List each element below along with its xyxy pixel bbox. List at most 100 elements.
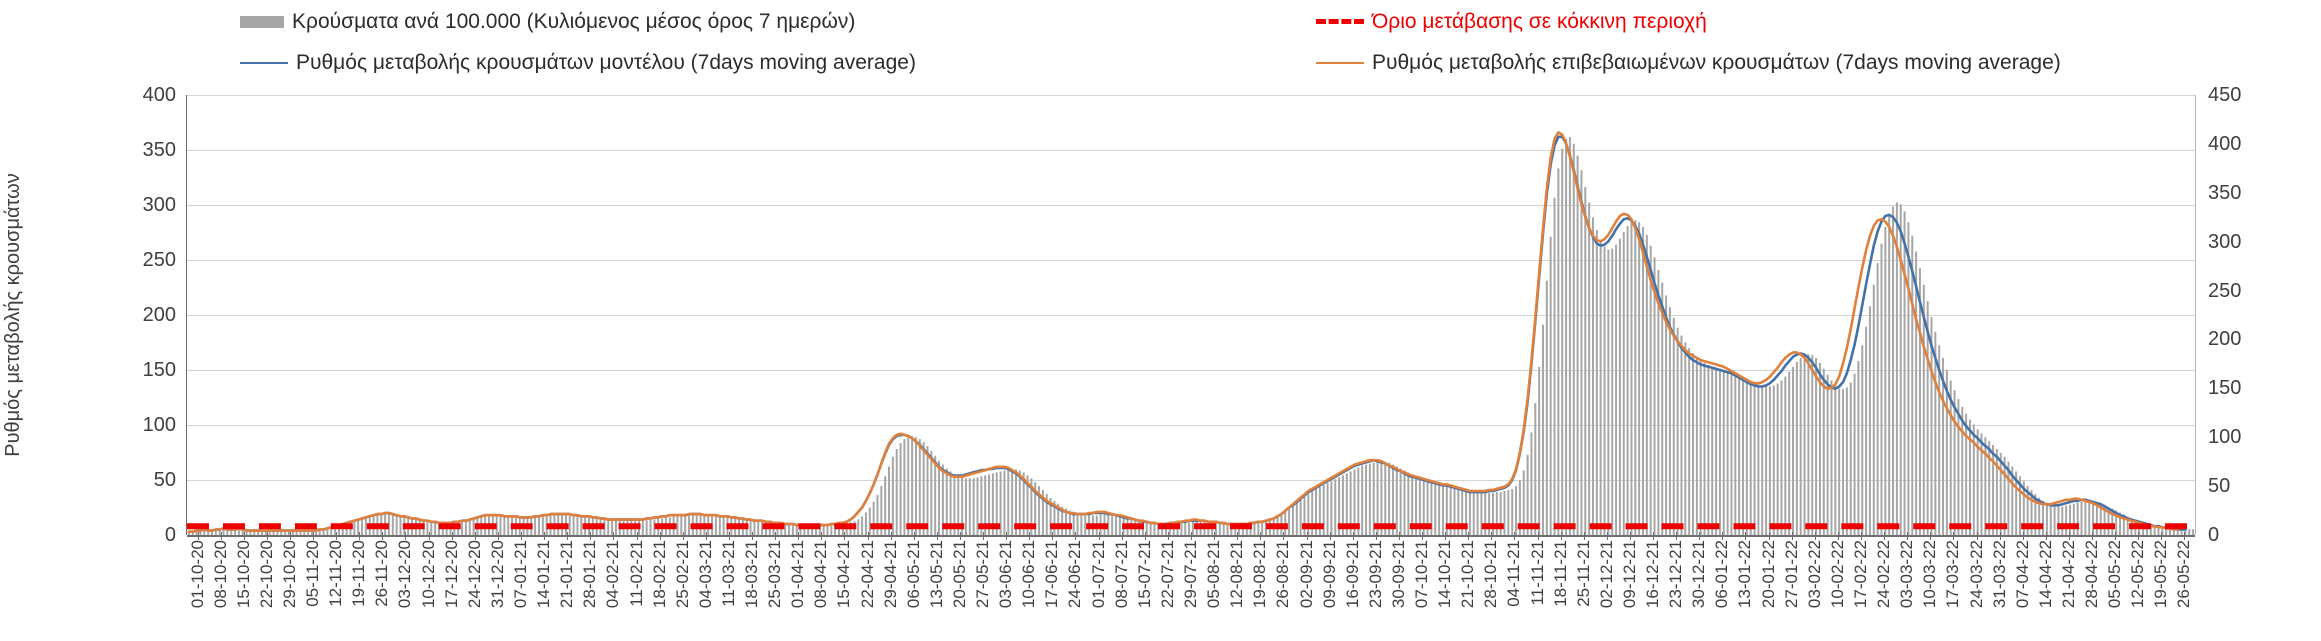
- x-tick-mark: [220, 532, 222, 540]
- chart-svg: [187, 131, 2195, 535]
- x-tick-label: 06-01-22: [1712, 540, 1732, 609]
- y-tick-label-right: 150: [2208, 377, 2242, 400]
- y-tick-label-right: 0: [2208, 524, 2220, 546]
- x-tick-label: 14-04-22: [2035, 540, 2055, 609]
- x-tick-mark: [197, 532, 199, 540]
- x-tick-label: 25-11-21: [1573, 540, 1593, 607]
- x-tick-label: 02-09-21: [1296, 540, 1316, 609]
- x-tick-label: 04-11-21: [1504, 540, 1524, 607]
- legend-item-red-zone-threshold[interactable]: Όριο μετάβασης σε κόκκινη περιοχή: [1316, 11, 1707, 32]
- x-tick-mark: [2115, 532, 2117, 540]
- x-tick-label: 13-05-21: [926, 540, 946, 609]
- x-tick-label: 01-07-21: [1088, 540, 1108, 609]
- x-tick-mark: [1075, 532, 1077, 540]
- x-tick-label: 11-02-21: [626, 540, 646, 607]
- legend-item-confirmed-rate[interactable]: Ρυθμός μεταβολής επιβεβαιωμένων κρουσμάτ…: [1316, 52, 2061, 73]
- x-tick-mark: [1191, 532, 1192, 540]
- x-tick-mark: [728, 532, 730, 540]
- x-tick-label: 31-03-22: [1989, 540, 2009, 609]
- x-tick-label: 15-07-21: [1134, 540, 1154, 609]
- orange-line-icon: [1316, 61, 1364, 64]
- y-axis-title-left: Ρυθμός μεταβολής κρουσμάτων: [2, 150, 32, 480]
- y-tick-label-left: 200: [142, 304, 176, 326]
- x-tick-label: 29-04-21: [880, 540, 900, 609]
- x-tick-mark: [2068, 532, 2070, 540]
- bar-swatch-icon: [240, 15, 284, 28]
- dashed-line-icon: [1316, 19, 1364, 24]
- x-tick-label: 24-02-22: [1874, 540, 1894, 609]
- x-tick-mark: [1861, 532, 1862, 540]
- x-tick-label: 12-11-20: [326, 540, 346, 607]
- x-tick-label: 07-10-21: [1412, 540, 1432, 609]
- y-tick-label-right: 200: [2208, 328, 2242, 351]
- x-tick-mark: [266, 532, 268, 540]
- x-tick-mark: [636, 532, 638, 540]
- x-tick-label: 21-10-21: [1458, 540, 1478, 609]
- x-tick-mark: [451, 532, 453, 540]
- x-tick-label: 26-08-21: [1273, 540, 1293, 609]
- x-tick-label: 28-01-21: [580, 540, 600, 609]
- x-tick-mark: [2184, 532, 2186, 540]
- x-tick-mark: [775, 532, 777, 540]
- x-tick-label: 17-12-20: [441, 540, 461, 609]
- x-tick-mark: [1144, 532, 1146, 540]
- chart-legend: Κρούσματα ανά 100.000 (Κυλιόμενος μέσος …: [0, 0, 2321, 78]
- x-tick-label: 08-07-21: [1111, 540, 1131, 609]
- x-tick-mark: [2092, 532, 2094, 540]
- x-tick-mark: [405, 532, 407, 540]
- legend-label-confirmed-rate: Ρυθμός μεταβολής επιβεβαιωμένων κρουσμάτ…: [1372, 51, 2061, 74]
- x-tick-label: 20-05-21: [949, 540, 969, 609]
- legend-item-cases-per-100k[interactable]: Κρούσματα ανά 100.000 (Κυλιόμενος μέσος …: [240, 11, 855, 32]
- x-tick-mark: [682, 532, 684, 540]
- x-tick-label: 05-11-20: [303, 540, 323, 607]
- x-tick-mark: [428, 532, 430, 540]
- x-tick-mark: [1098, 532, 1100, 540]
- x-tick-label: 21-01-21: [557, 540, 577, 609]
- x-tick-mark: [1653, 532, 1655, 540]
- y-tick-label-left: 400: [142, 84, 176, 106]
- x-tick-label: 19-08-21: [1250, 540, 1270, 609]
- x-tick-label: 17-03-22: [1943, 540, 1963, 609]
- x-tick-mark: [1237, 532, 1239, 540]
- x-tick-mark: [821, 532, 823, 540]
- x-tick-label: 03-06-21: [996, 540, 1016, 609]
- x-tick-mark: [1907, 532, 1909, 540]
- x-tick-label: 24-06-21: [1065, 540, 1085, 609]
- x-tick-mark: [798, 532, 800, 540]
- x-tick-mark: [1029, 532, 1031, 540]
- x-tick-mark: [521, 532, 522, 540]
- x-tick-mark: [1329, 532, 1331, 540]
- x-tick-label: 22-04-21: [857, 540, 877, 609]
- x-tick-label: 13-01-22: [1735, 540, 1755, 609]
- x-tick-label: 16-12-21: [1643, 540, 1663, 609]
- legend-item-model-rate[interactable]: Ρυθμός μεταβολής κρουσμάτων μοντέλου (7d…: [240, 52, 916, 73]
- x-tick-label: 03-12-20: [395, 540, 415, 609]
- y-tick-label-left: 50: [153, 469, 176, 491]
- x-tick-label: 26-05-22: [2174, 540, 2194, 609]
- x-tick-mark: [705, 532, 707, 540]
- x-tick-label: 10-06-21: [1019, 540, 1039, 609]
- x-tick-label: 14-10-21: [1435, 540, 1455, 609]
- x-tick-mark: [1375, 532, 1377, 540]
- x-tick-mark: [1999, 532, 2001, 540]
- x-tick-label: 12-05-22: [2128, 540, 2148, 609]
- x-tick-mark: [1837, 532, 1839, 540]
- x-tick-mark: [1398, 532, 1400, 540]
- x-axis-ticks: 01-10-20 08-10-20 15-10-20 22-10-20 29-10-20…: [186, 532, 2196, 641]
- x-tick-label: 29-10-20: [279, 540, 299, 609]
- x-tick-label: 04-02-21: [603, 540, 623, 609]
- x-tick-mark: [2138, 532, 2140, 540]
- gridline: [187, 425, 2195, 426]
- x-tick-mark: [243, 532, 245, 540]
- x-tick-mark: [1283, 532, 1285, 540]
- x-tick-mark: [2045, 532, 2047, 540]
- x-tick-label: 16-09-21: [1342, 540, 1362, 609]
- gridline: [187, 260, 2195, 261]
- x-tick-label: 02-12-21: [1596, 540, 1616, 609]
- x-tick-mark: [359, 532, 361, 540]
- x-tick-label: 18-11-21: [1550, 540, 1570, 607]
- x-tick-mark: [752, 532, 754, 540]
- x-tick-label: 04-03-21: [695, 540, 715, 609]
- x-tick-mark: [1745, 532, 1747, 540]
